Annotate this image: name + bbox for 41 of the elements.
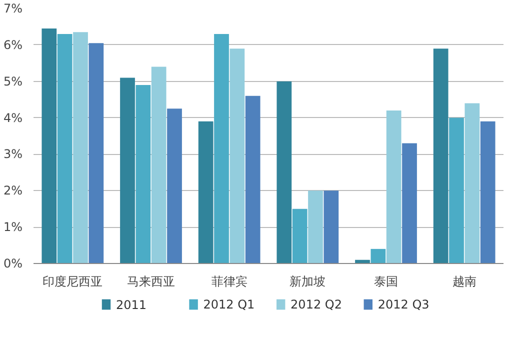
legend-label: 2012 Q3 [378,298,430,312]
x-tick-label: 越南 [452,274,476,288]
bar [88,43,104,264]
y-tick-label: 7% [3,2,23,16]
bar [276,81,292,264]
x-tick-label: 马来西亚 [127,274,175,288]
bar [230,48,245,264]
bar [151,66,166,264]
y-tick-label: 2% [3,184,23,198]
bar [198,121,214,264]
bar [370,248,386,264]
y-tick-label: 3% [3,147,23,162]
bar [73,32,88,264]
legend-label: 2011 [116,298,146,312]
bar [464,103,480,264]
x-tick-label: 新加坡 [290,274,326,288]
bar [120,78,135,264]
y-tick-label: 4% [3,110,23,125]
y-tick-label: 6% [3,38,23,52]
bar [308,190,323,264]
legend-label: 2012 Q1 [203,298,255,312]
bar [386,110,402,264]
bar [214,34,229,264]
bar [136,85,151,264]
legend-label: 2012 Q2 [290,298,342,312]
y-tick-label: 0% [3,256,23,270]
bar [57,34,72,264]
bar [292,208,308,264]
bar [433,48,448,264]
bar [167,108,182,264]
x-tick-label: 印度尼西亚 [42,274,103,288]
x-tick-label: 泰国 [374,274,398,288]
bar [245,96,260,264]
y-tick-label: 5% [3,74,23,88]
x-tick-label: 菲律宾 [211,274,248,288]
bar [402,143,417,264]
bar [42,28,57,264]
bar [324,190,339,264]
bar [480,121,496,264]
y-tick-label: 1% [3,220,23,234]
bar [449,118,464,264]
